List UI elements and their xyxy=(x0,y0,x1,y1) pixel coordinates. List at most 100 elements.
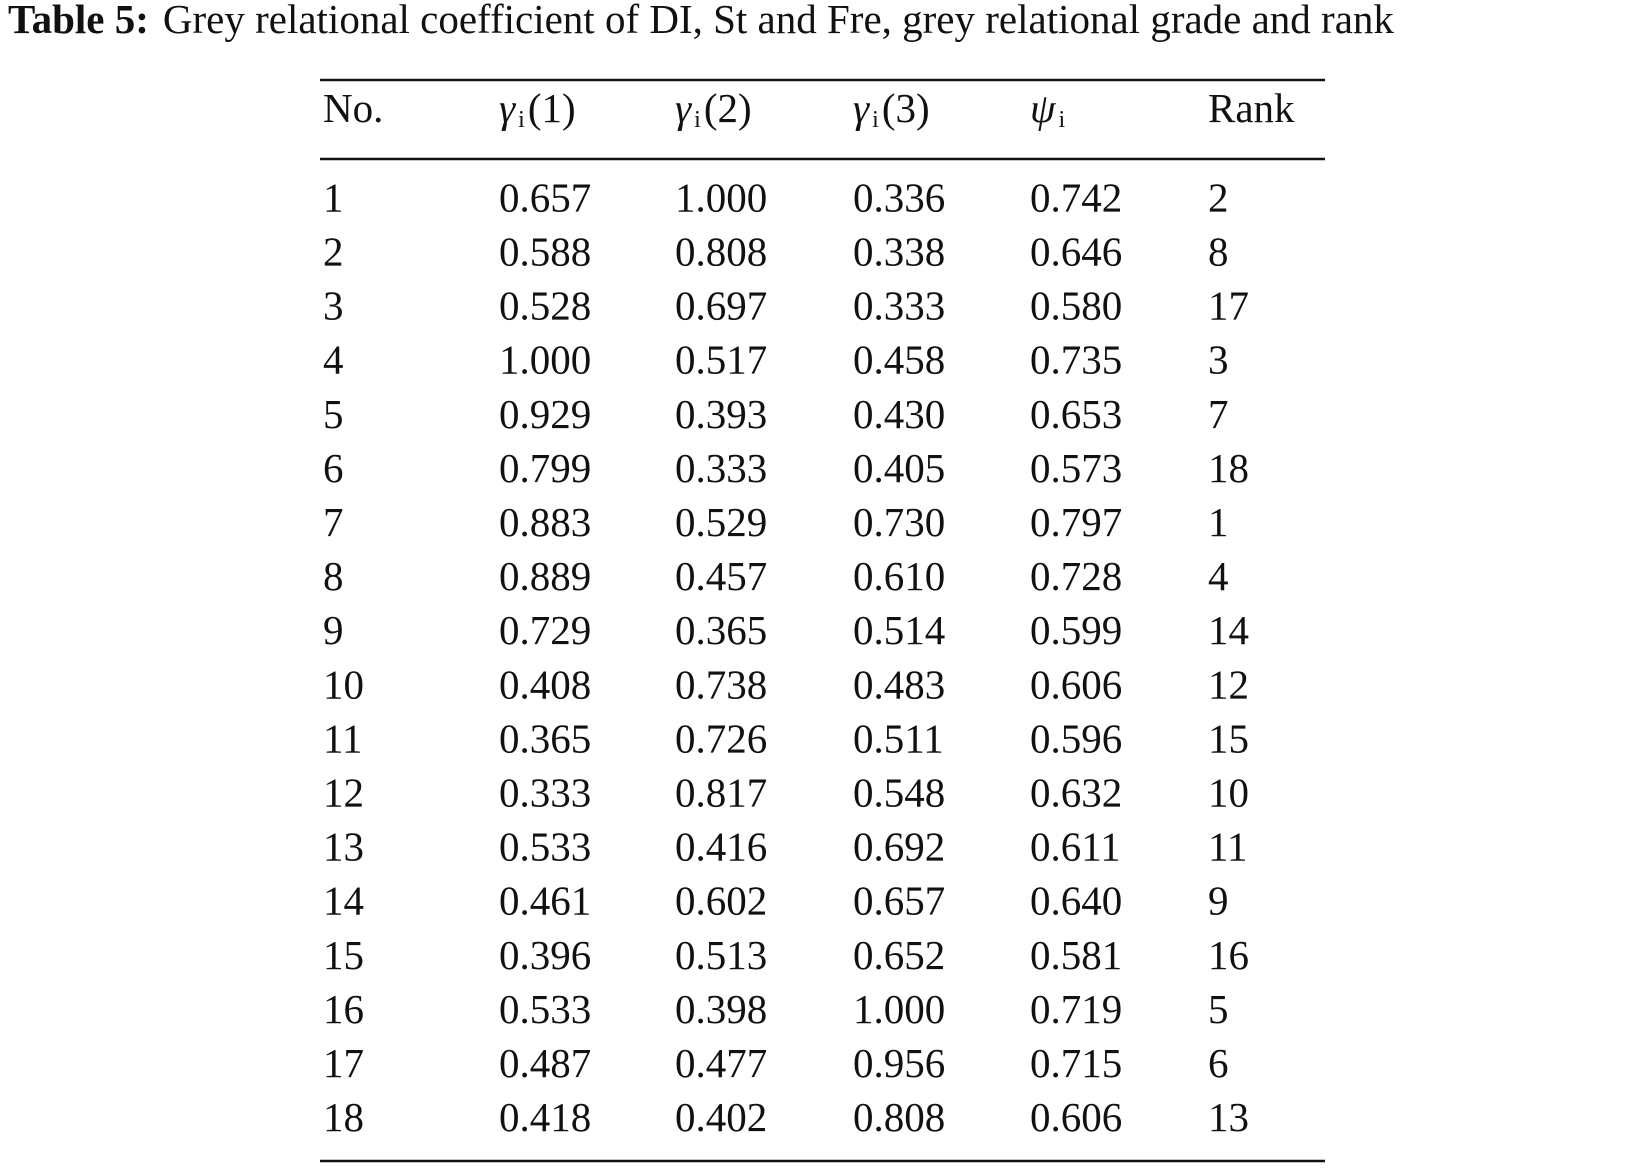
table-cell: 1.000 xyxy=(499,337,591,383)
row-number: 16 xyxy=(323,986,364,1032)
row-number: 14 xyxy=(323,878,364,924)
table-cell: 0.602 xyxy=(675,878,767,924)
table-cell: 0.808 xyxy=(853,1094,945,1140)
row-number: 18 xyxy=(323,1094,364,1140)
table-cell: 0.365 xyxy=(499,715,591,761)
table-cell: 0.416 xyxy=(675,824,767,870)
row-number: 3 xyxy=(323,283,344,329)
table-cell: 0.513 xyxy=(675,932,767,978)
table-cell: 0.726 xyxy=(675,715,767,761)
table-cell: 18 xyxy=(1208,445,1249,491)
table-cell: 0.735 xyxy=(1030,337,1122,383)
header-subscript: i xyxy=(694,107,701,133)
table-cell: 4 xyxy=(1208,553,1229,599)
table-cell: 0.797 xyxy=(1030,499,1122,545)
header-cell: Rank xyxy=(1208,85,1295,131)
table-cell: 0.730 xyxy=(853,499,945,545)
row-number: 8 xyxy=(323,553,344,599)
table-cell: 0.606 xyxy=(1030,1094,1122,1140)
row-number: 12 xyxy=(323,770,364,816)
table-cell: 3 xyxy=(1208,337,1229,383)
header-symbol: γ xyxy=(675,85,693,131)
table-cell: 0.581 xyxy=(1030,932,1122,978)
table-cell: 9 xyxy=(1208,878,1229,924)
header-suffix: (3) xyxy=(882,85,930,131)
header-text: No. xyxy=(323,85,383,131)
table-cell: 0.333 xyxy=(675,445,767,491)
table-cell: 11 xyxy=(1208,824,1247,870)
table-cell: 8 xyxy=(1208,229,1229,275)
table-cell: 0.461 xyxy=(499,878,591,924)
table-cell: 0.692 xyxy=(853,824,945,870)
table-cell: 0.477 xyxy=(675,1040,767,1086)
table-cell: 6 xyxy=(1208,1040,1229,1086)
row-number: 2 xyxy=(323,229,344,275)
table-cell: 0.606 xyxy=(1030,661,1122,707)
table-cell: 0.588 xyxy=(499,229,591,275)
row-number: 11 xyxy=(323,715,362,761)
table-cell: 0.533 xyxy=(499,824,591,870)
header-subscript: i xyxy=(872,107,879,133)
table-cell: 0.799 xyxy=(499,445,591,491)
table-cell: 0.333 xyxy=(853,283,945,329)
header-cell: γ i(3) xyxy=(853,85,930,132)
row-number: 13 xyxy=(323,824,364,870)
caption-text: Grey relational coefficient of DI, St an… xyxy=(163,0,1395,42)
table-cell: 0.697 xyxy=(675,283,767,329)
table-cell: 0.640 xyxy=(1030,878,1122,924)
header-suffix: (2) xyxy=(704,85,752,131)
table-cell: 0.393 xyxy=(675,391,767,437)
table-cell: 0.715 xyxy=(1030,1040,1122,1086)
table-cell: 1.000 xyxy=(675,174,767,220)
table-cell: 0.599 xyxy=(1030,607,1122,653)
table-cell: 1 xyxy=(1208,499,1229,545)
header-suffix: (1) xyxy=(528,85,576,131)
row-number: 5 xyxy=(323,391,344,437)
table-cell: 0.657 xyxy=(853,878,945,924)
table-cell: 0.365 xyxy=(675,607,767,653)
row-number: 17 xyxy=(323,1040,364,1086)
table-cell: 0.610 xyxy=(853,553,945,599)
table-cell: 0.511 xyxy=(853,715,944,761)
table-cell: 0.402 xyxy=(675,1094,767,1140)
table-cell: 0.458 xyxy=(853,337,945,383)
table-cell: 0.632 xyxy=(1030,770,1122,816)
table-cell: 0.719 xyxy=(1030,986,1122,1032)
table-cell: 13 xyxy=(1208,1094,1249,1140)
table-cell: 14 xyxy=(1208,607,1249,653)
table-cell: 0.528 xyxy=(499,283,591,329)
table-cell: 0.514 xyxy=(853,607,945,653)
table-cell: 0.956 xyxy=(853,1040,945,1086)
row-number: 10 xyxy=(323,661,364,707)
table-cell: 0.889 xyxy=(499,553,591,599)
table-cell: 0.430 xyxy=(853,391,945,437)
table-cell: 0.573 xyxy=(1030,445,1122,491)
table-cell: 0.580 xyxy=(1030,283,1122,329)
table-cell: 0.398 xyxy=(675,986,767,1032)
table-cell: 0.405 xyxy=(853,445,945,491)
header-cell: γ i(1) xyxy=(499,85,576,132)
table-cell: 0.657 xyxy=(499,174,591,220)
table-cell: 12 xyxy=(1208,661,1249,707)
table-cell: 0.457 xyxy=(675,553,767,599)
table-cell: 0.883 xyxy=(499,499,591,545)
header-cell: No. xyxy=(323,85,383,131)
header-text: Rank xyxy=(1208,85,1295,131)
header-subscript: i xyxy=(518,107,525,133)
table-cell: 15 xyxy=(1208,715,1249,761)
row-number: 7 xyxy=(323,499,344,545)
table-cell: 0.653 xyxy=(1030,391,1122,437)
table-cell: 0.396 xyxy=(499,932,591,978)
table-cell: 0.333 xyxy=(499,770,591,816)
caption-label: Table 5: xyxy=(8,0,149,42)
table-cell: 0.646 xyxy=(1030,229,1122,275)
caption: Table 5: Grey relational coefficient of D… xyxy=(8,0,1394,42)
row-number: 1 xyxy=(323,174,344,220)
table-cell: 0.929 xyxy=(499,391,591,437)
table-cell: 17 xyxy=(1208,283,1249,329)
table-cell: 0.611 xyxy=(1030,824,1121,870)
table-cell: 0.652 xyxy=(853,932,945,978)
table-cell: 0.738 xyxy=(675,661,767,707)
